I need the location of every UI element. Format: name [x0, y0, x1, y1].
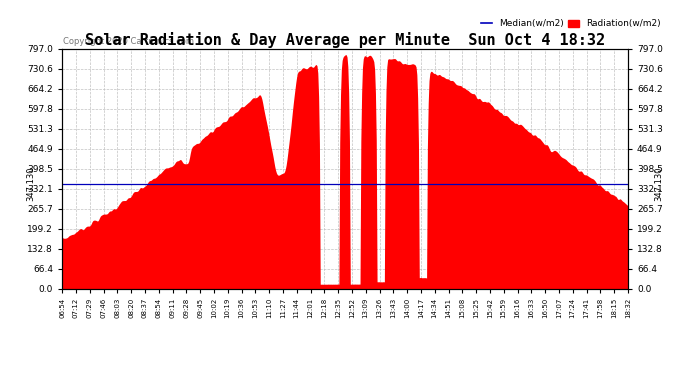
Title: Solar Radiation & Day Average per Minute  Sun Oct 4 18:32: Solar Radiation & Day Average per Minute…	[85, 32, 605, 48]
Text: 347.130: 347.130	[655, 167, 664, 201]
Text: Copyright 2020 Cartronics.com: Copyright 2020 Cartronics.com	[63, 38, 194, 46]
Text: 347.130: 347.130	[26, 167, 35, 201]
Legend: Median(w/m2), Radiation(w/m2): Median(w/m2), Radiation(w/m2)	[477, 16, 664, 32]
